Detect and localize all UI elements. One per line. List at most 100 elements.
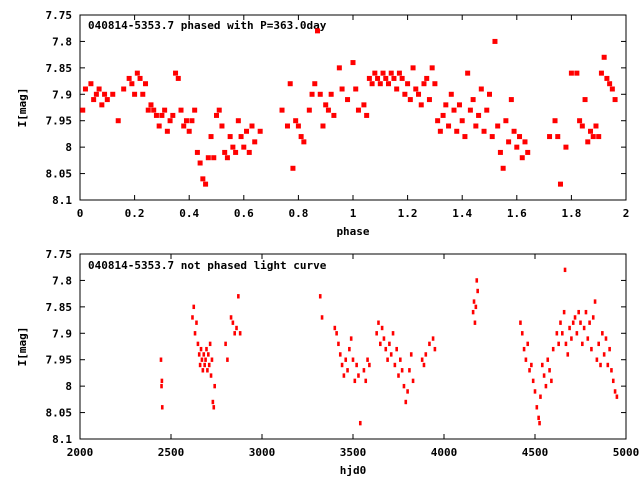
data-point [492,38,498,44]
data-point [293,118,299,124]
data-point [235,325,238,331]
data-point [189,118,195,124]
data-point [598,70,604,76]
y-tick-label: 7.95 [46,354,73,367]
data-point [194,149,200,155]
data-point [389,352,393,357]
data-point [416,91,422,97]
data-point [364,112,370,118]
data-point [351,357,355,362]
data-point [420,357,424,362]
data-point [530,362,533,368]
data-point [391,331,395,336]
data-point [555,331,559,336]
data-point [471,309,475,315]
data-point [568,325,571,331]
data-point [564,341,568,347]
y-axis-label: I[mag] [16,327,29,367]
data-point [424,75,430,81]
data-point [585,139,591,145]
data-point [379,341,382,347]
y-tick-label: 7.75 [46,9,73,22]
data-point [249,123,255,129]
data-point [159,112,165,118]
data-point [355,362,358,368]
data-point [577,118,583,124]
data-point [410,65,416,71]
data-point [404,399,408,405]
x-tick-label: 1.2 [398,207,418,220]
data-point [227,134,233,140]
data-point [162,107,168,113]
x-tick-label: 4000 [431,446,458,459]
data-point [385,81,391,87]
data-point [181,123,187,129]
data-point [588,128,594,134]
data-point [388,341,391,347]
data-point [353,86,359,92]
data-point [433,346,437,352]
data-point [495,123,501,129]
x-tick-label: 2500 [158,446,185,459]
data-point [377,320,380,325]
data-point [557,181,563,187]
x-tick-label: 0.6 [234,207,254,220]
data-point [405,81,411,87]
data-point [229,315,233,320]
data-point [508,97,514,103]
data-point [535,405,539,410]
data-point [380,325,384,331]
data-point [201,368,205,373]
data-point [409,352,413,357]
data-point [500,165,506,171]
data-point [237,294,240,299]
data-point [559,320,562,325]
data-point [372,70,378,76]
data-point [110,91,116,97]
data-point [159,357,163,362]
data-point [336,65,342,71]
data-point [465,70,471,76]
data-point [570,336,573,341]
data-point [432,81,438,87]
x-tick-label: 0.2 [125,207,145,220]
y-tick-label: 8.1 [52,433,72,446]
data-point [399,75,405,81]
data-point [462,134,468,140]
data-point [596,134,602,140]
data-point [522,346,526,352]
data-point [279,107,285,113]
data-point [208,341,212,347]
data-point [210,357,214,362]
data-point [207,352,210,357]
data-point [186,128,192,134]
data-point [588,320,591,325]
data-point [413,86,419,92]
data-point [192,107,198,113]
data-point [191,315,194,320]
data-point [361,102,367,108]
data-point [571,320,575,325]
y-tick-label: 8.05 [46,168,73,181]
data-point [178,107,184,113]
data-point [514,144,520,150]
data-point [473,320,477,325]
data-point [525,149,531,155]
data-point [160,405,164,410]
data-point [230,144,236,150]
data-point [451,107,457,113]
data-point [552,118,558,124]
data-point [134,70,140,76]
x-tick-label: 2000 [67,446,94,459]
data-point [257,128,263,134]
data-point [489,134,495,140]
data-point [551,346,555,352]
data-point [597,341,600,347]
data-point [506,139,512,145]
data-point [200,176,206,182]
data-point [421,81,427,87]
data-point [557,341,560,347]
data-point [197,352,201,357]
data-point [202,352,206,357]
data-point [528,368,531,373]
